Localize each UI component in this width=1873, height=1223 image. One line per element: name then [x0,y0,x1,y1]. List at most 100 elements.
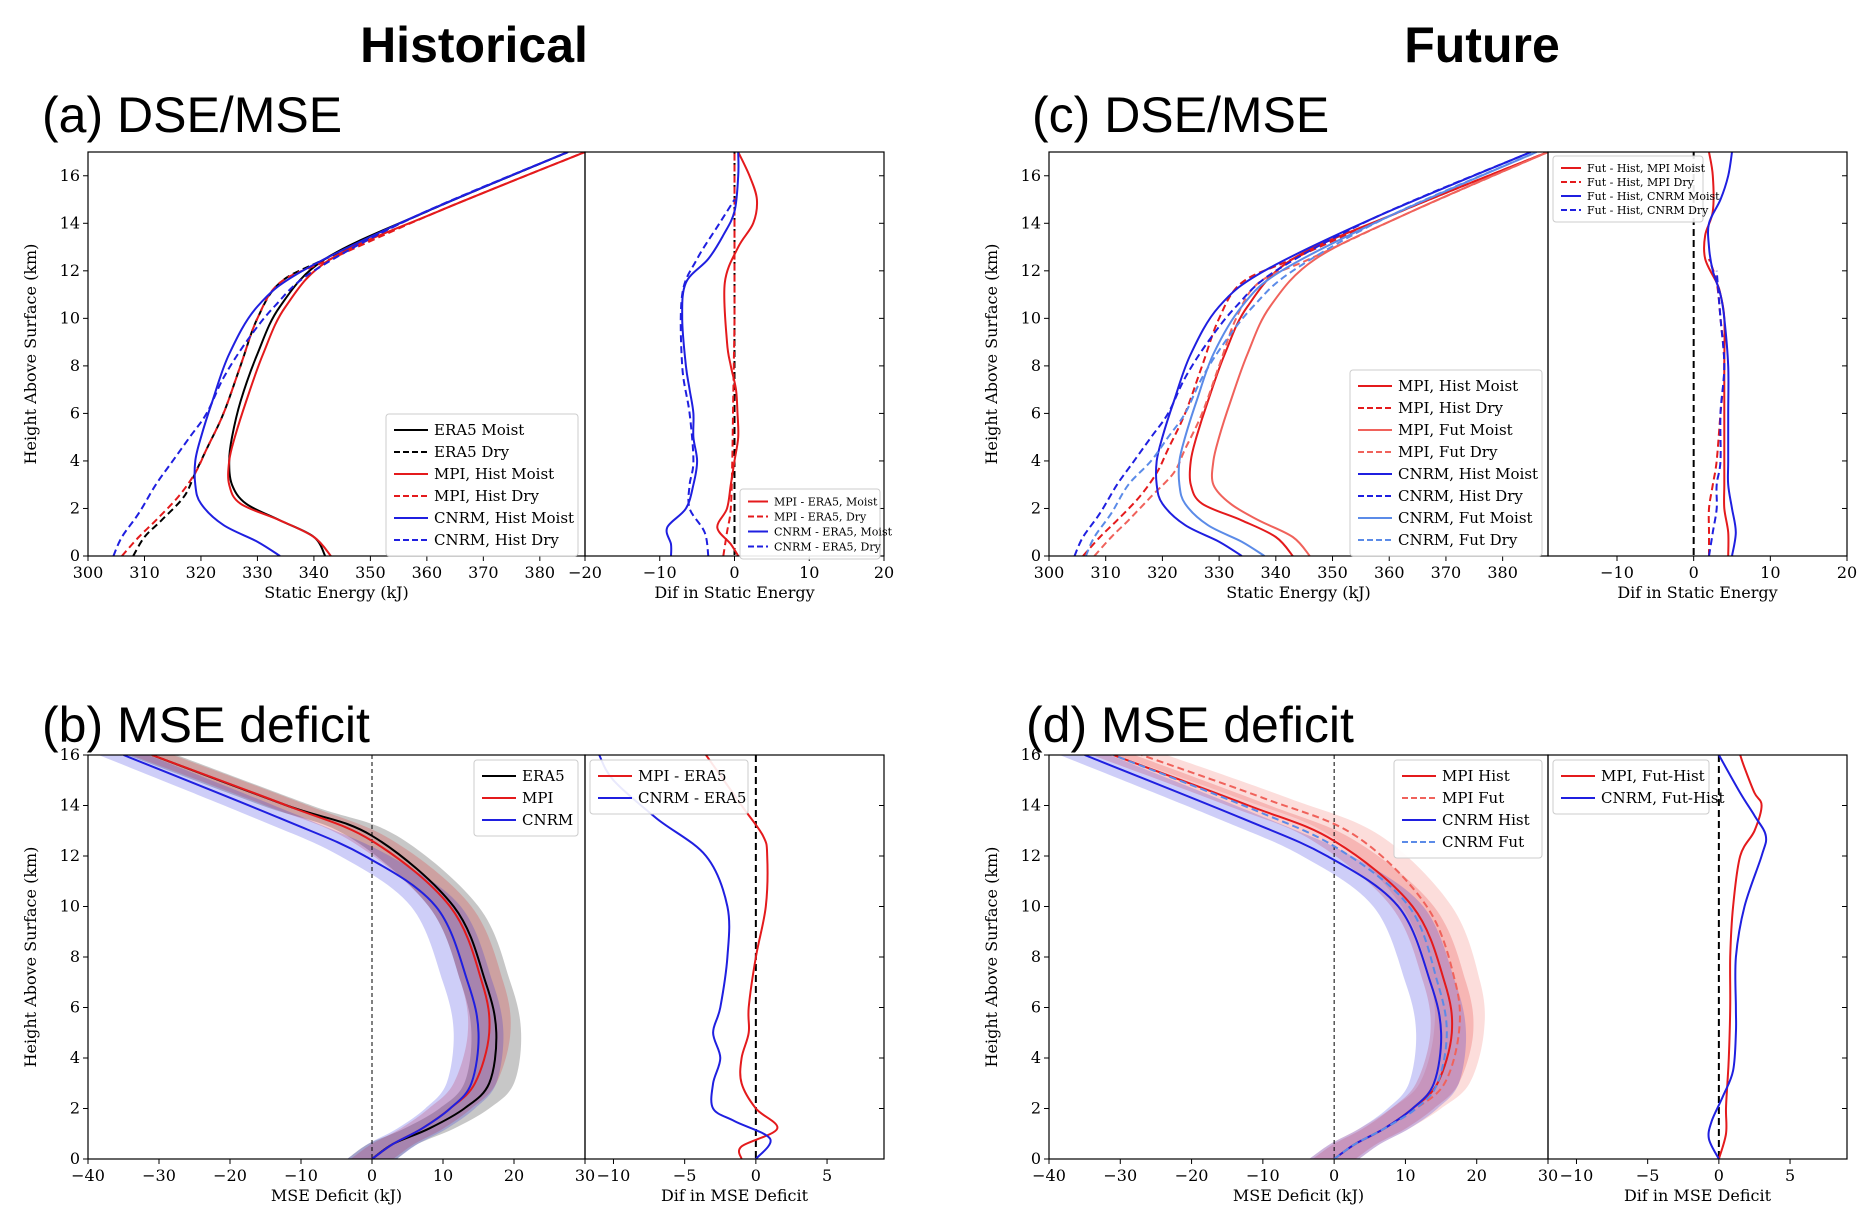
legend-item: CNRM, Hist Moist [434,509,574,527]
legend-item: MPI, Hist Moist [1398,377,1518,395]
x-tick-label: 30 [1538,1166,1558,1185]
x-tick-label: 0 [729,563,739,582]
x-tick-label: 10 [1760,563,1780,582]
plot-area [1059,755,1485,1159]
legend-item: MPI [522,789,553,807]
legend-box [1552,155,1704,223]
x-tick-label: 10 [799,563,819,582]
y-tick-label: 4 [1031,451,1041,470]
panel-title-a: (a) DSE/MSE [42,87,342,143]
x-tick-label: 0 [1714,1166,1724,1185]
series-line-1 [716,152,759,556]
legend-item: CNRM - ERA5, Dry [774,541,882,554]
x-tick-label: 0 [751,1166,761,1185]
legend-item: MPI, Fut Moist [1398,421,1513,439]
x-tick-label: 0 [367,1166,377,1185]
y-tick-label: 2 [70,1099,80,1118]
legend-item: MPI, Hist Dry [1398,399,1503,417]
x-tick-label: 0 [1689,563,1699,582]
chart-b-right: −10 −5 0 5 Dif in MSE Deficit MPI - ERA5 CNRM … [584,754,885,1205]
y-tick-label: 8 [70,356,80,375]
series-line-1 [1188,152,1548,556]
band-1 [127,755,522,1159]
x-tick-label: 20 [1467,1166,1487,1185]
legend-item: CNRM, Fut Dry [1398,531,1518,549]
x-tick-label: 370 [1431,563,1462,582]
y-tick-label: 16 [60,745,80,764]
x-tick-label: 380 [525,563,556,582]
legend-item: MPI, Hist Moist [434,465,554,483]
plot-area [1073,152,1548,556]
legend-box [1552,759,1710,815]
series-line-3 [123,755,480,1159]
legend-item: CNRM Hist [1442,811,1530,829]
plot-area [98,755,522,1159]
y-tick-label: 2 [70,498,80,517]
legend-box [1393,759,1543,859]
y-tick-label: 6 [1031,998,1041,1017]
plot-frame [1547,151,1848,557]
legend-item: CNRM - ERA5, Moist [774,526,893,539]
y-tick-label: 14 [1021,796,1041,815]
legend-item: MPI, Hist Dry [434,487,539,505]
x-axis-label: Dif in Static Energy [1617,583,1777,602]
x-axis-label: MSE Deficit (kJ) [1233,1186,1364,1205]
plot-area [598,755,779,1159]
y-axis-label: Height Above Surface (km) [982,244,1001,465]
x-tick-label: 300 [1034,563,1065,582]
series-line-1 [151,755,498,1159]
legend-item: ERA5 Moist [434,421,524,439]
x-tick-label: 20 [1837,563,1857,582]
legend-item: CNRM, Fut Moist [1398,509,1533,527]
x-tick-label: −20 [1175,1166,1209,1185]
x-tick-label: 360 [412,563,443,582]
series-line-2 [598,755,772,1159]
x-tick-label: 20 [874,563,894,582]
plot-frame [584,754,885,1160]
x-tick-label: −20 [568,563,602,582]
plot-area [1707,755,1768,1159]
plot-area [112,152,585,556]
series-line-7 [1177,152,1538,556]
chart-a-right: −20 −10 0 10 20 Dif in Static Energy MPI - ERA… [568,151,894,602]
legend-box [385,413,579,557]
legend-item: ERA5 Dry [434,443,510,461]
legend-item: CNRM [522,811,573,829]
legend-item: CNRM, Fut-Hist [1601,789,1725,807]
y-tick-label: 10 [1021,897,1041,916]
y-tick-label: 10 [60,897,80,916]
y-tick-label: 10 [1021,308,1041,327]
x-tick-label: 300 [73,563,104,582]
legend-item: MPI - ERA5, Moist [774,496,878,509]
y-tick-label: 12 [1021,846,1041,865]
y-tick-label: 12 [60,261,80,280]
y-tick-label: 4 [70,451,80,470]
x-tick-label: −30 [142,1166,176,1185]
x-tick-label: −10 [1600,563,1634,582]
col-title-future: Future [1404,17,1560,73]
y-tick-label: 14 [1021,213,1041,232]
legend-item: CNRM Fut [1442,833,1524,851]
y-tick-label: 12 [60,846,80,865]
x-tick-label: −5 [1636,1166,1660,1185]
legend-item: CNRM, Hist Dry [434,531,559,549]
y-tick-label: 14 [60,213,80,232]
series-line-2 [722,152,736,556]
chart-d-right: −10 −5 0 5 Dif in MSE Deficit MPI, Fut-Hist CN… [1547,754,1848,1205]
y-tick-label: 0 [70,546,80,565]
x-axis-label: Dif in MSE Deficit [1624,1186,1772,1205]
legend-item: Fut - Hist, MPI Moist [1587,162,1706,175]
series-line-8 [1084,152,1538,556]
x-tick-label: 5 [1785,1166,1795,1185]
series-line-4 [121,152,585,556]
legend-item: Fut - Hist, MPI Dry [1587,176,1695,189]
y-axis-label: Height Above Surface (km) [982,847,1001,1068]
x-tick-label: 330 [242,563,273,582]
y-tick-label: 16 [60,166,80,185]
x-tick-label: 350 [1317,563,1348,582]
x-tick-label: 340 [1261,563,1292,582]
series-line-5 [193,152,569,556]
x-tick-label: 340 [299,563,330,582]
x-axis-label: Static Energy (kJ) [1226,583,1371,602]
